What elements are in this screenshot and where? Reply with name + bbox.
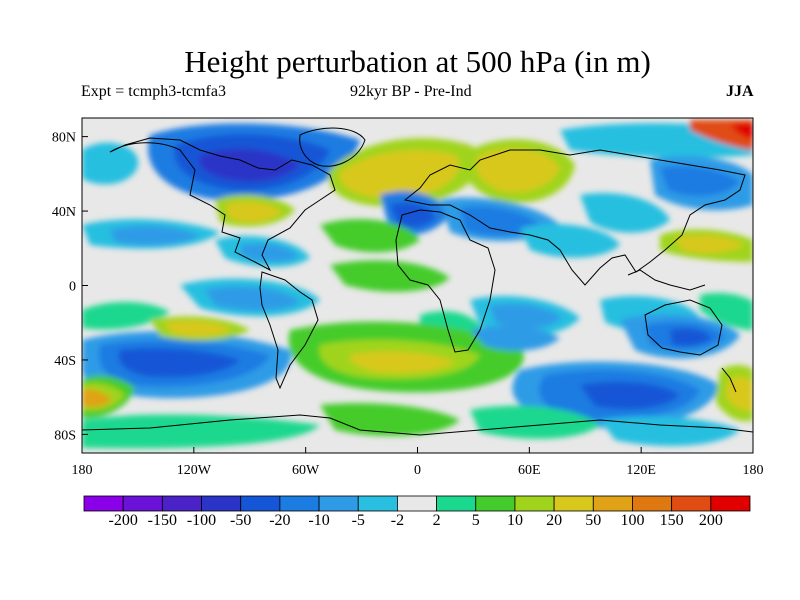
colorbar-swatch [397,495,437,512]
greenland-coast [299,127,366,167]
x-tick-label: 60W [292,463,320,478]
y-tick-label: 40N [52,205,76,220]
colorbar-swatch [122,495,163,512]
colorbar-swatch [671,495,712,512]
x-tick-label: 120E [626,463,656,478]
eurasia-coast [403,149,746,286]
colorbar-label: 100 [620,512,645,529]
colorbar-swatch [553,495,594,512]
africa-coast [395,209,496,353]
colorbar-label: -100 [186,512,217,529]
south-america-coast [259,271,319,390]
y-tick-label: 80N [52,131,76,146]
x-tick-label: 180 [743,463,764,478]
colorbar-swatch [240,495,281,512]
australia-coast [644,299,723,356]
y-tick-label: 0 [69,280,76,295]
height-perturbation-field [82,118,753,453]
colorbar-swatch [632,495,673,512]
colorbar [83,495,751,512]
colorbar-label: -50 [230,512,252,529]
colorbar-swatch [357,495,398,512]
x-axis: 180 120W 60W 0 60E 120E 180 [72,447,764,478]
colorbar-label: -150 [147,512,177,529]
y-tick-label: 40S [54,354,76,369]
colorbar-swatch [201,495,242,512]
colorbar-swatch [279,495,320,512]
colorbar-swatch [514,495,555,512]
coastlines [82,127,753,436]
new-zealand-coast [721,367,737,393]
colorbar-label: 150 [659,512,684,529]
colorbar-swatch [161,495,202,512]
colorbar-swatch [710,495,751,512]
colorbar-label: 20 [546,512,563,529]
map-title: Height perturbation at 500 hPa (in m) [184,44,651,79]
colorbar-label: -200 [108,512,138,529]
colorbar-label: -10 [308,512,330,529]
colorbar-swatch [318,495,359,512]
period-label: 92kyr BP - Pre-Ind [350,83,472,100]
colorbar-label: 50 [585,512,602,529]
colorbar-label: 10 [506,512,523,529]
x-tick-label: 120W [177,463,212,478]
colorbar-label: -2 [390,512,405,529]
north-america-coast [109,137,336,272]
y-axis: 80N 40N 0 40S 80S [52,131,88,443]
maritime-continent-coast [627,269,706,291]
antarctica-coast [82,414,753,436]
colorbar-swatch [592,495,633,512]
colorbar-swatch [475,495,516,512]
colorbar-swatch [83,495,124,512]
y-tick-label: 80S [54,428,76,443]
colorbar-label: -20 [269,512,291,529]
season-label: JJA [726,83,754,100]
experiment-label: Expt = tcmph3-tcmfa3 [81,83,226,100]
x-tick-label: 180 [72,463,93,478]
x-tick-label: 60E [518,463,541,478]
colorbar-label: 2 [432,512,441,529]
x-tick-label: 0 [414,463,421,478]
colorbar-label: 200 [698,512,723,529]
colorbar-label: 5 [471,512,480,529]
colorbar-label: -5 [351,512,365,529]
colorbar-swatch [436,495,477,512]
